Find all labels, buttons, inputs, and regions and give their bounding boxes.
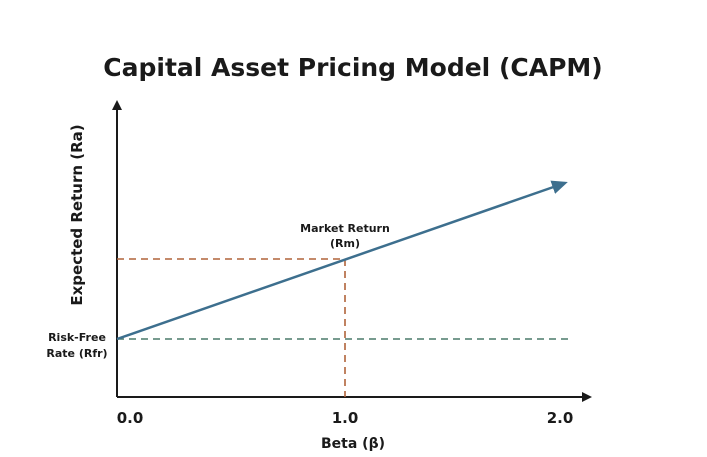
risk-free-label: Rate (Rfr) [46, 347, 107, 360]
x-tick-label: 1.0 [332, 409, 359, 427]
y-axis-label: Expected Return (Ra) [68, 124, 86, 305]
x-axis-label: Beta (β) [321, 436, 385, 452]
x-tick-label: 0.0 [117, 409, 144, 427]
title: Capital Asset Pricing Model (CAPM) [103, 53, 602, 82]
market-return-label: Market Return [300, 222, 390, 235]
market-return-label: (Rm) [330, 237, 360, 250]
x-tick-label: 2.0 [547, 409, 574, 427]
security-market-line [116, 180, 568, 341]
risk-free-label: Risk-Free [48, 331, 106, 344]
